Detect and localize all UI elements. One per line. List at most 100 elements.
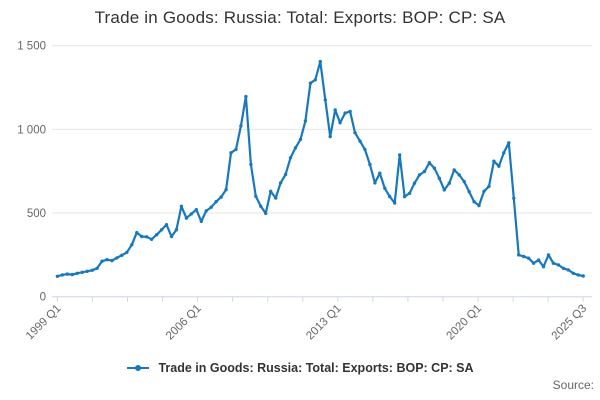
data-point[interactable] xyxy=(551,261,556,265)
data-point[interactable] xyxy=(497,164,501,168)
data-point[interactable] xyxy=(75,271,79,275)
legend-item[interactable]: Trade in Goods: Russia: Total: Exports: … xyxy=(126,361,474,375)
data-point[interactable] xyxy=(140,234,144,239)
data-point[interactable] xyxy=(95,266,99,270)
data-point[interactable] xyxy=(353,131,357,135)
data-point[interactable] xyxy=(531,261,536,265)
data-point[interactable] xyxy=(482,189,486,193)
data-point[interactable] xyxy=(541,265,546,269)
data-point[interactable] xyxy=(467,189,471,194)
data-point[interactable] xyxy=(189,212,193,216)
data-point[interactable] xyxy=(338,121,342,125)
data-point[interactable] xyxy=(522,254,526,259)
data-point[interactable] xyxy=(149,237,154,241)
data-point[interactable] xyxy=(507,141,511,145)
data-point[interactable] xyxy=(388,194,392,199)
data-point[interactable] xyxy=(90,268,94,272)
data-point[interactable] xyxy=(457,173,461,177)
data-point[interactable] xyxy=(318,59,322,64)
series-line[interactable] xyxy=(56,60,585,278)
data-point[interactable] xyxy=(447,181,451,185)
data-point[interactable] xyxy=(159,228,164,232)
data-point[interactable] xyxy=(274,196,278,200)
data-point[interactable] xyxy=(154,233,159,237)
data-point[interactable] xyxy=(115,256,119,260)
data-point[interactable] xyxy=(581,274,585,278)
data-point[interactable] xyxy=(517,253,521,257)
data-point[interactable] xyxy=(120,253,124,257)
data-point[interactable] xyxy=(402,194,407,199)
data-point[interactable] xyxy=(571,271,575,275)
data-point[interactable] xyxy=(452,168,456,172)
data-point[interactable] xyxy=(264,211,268,216)
data-point[interactable] xyxy=(130,243,134,247)
data-point[interactable] xyxy=(556,263,561,267)
data-point[interactable] xyxy=(80,270,84,274)
data-point[interactable] xyxy=(298,137,303,142)
data-point[interactable] xyxy=(328,134,332,139)
data-point[interactable] xyxy=(407,191,412,195)
data-point[interactable] xyxy=(254,194,258,198)
data-point[interactable] xyxy=(303,119,308,123)
data-point[interactable] xyxy=(229,151,233,155)
data-point[interactable] xyxy=(432,166,437,170)
data-point[interactable] xyxy=(576,273,580,277)
data-point[interactable] xyxy=(110,258,114,263)
data-point[interactable] xyxy=(308,81,313,85)
data-point[interactable] xyxy=(462,179,466,184)
data-point[interactable] xyxy=(288,156,293,160)
data-point[interactable] xyxy=(65,272,70,276)
data-point[interactable] xyxy=(378,171,382,175)
data-point[interactable] xyxy=(561,266,566,270)
data-point[interactable] xyxy=(145,235,149,239)
data-point[interactable] xyxy=(164,223,169,227)
data-point[interactable] xyxy=(135,230,139,235)
data-point[interactable] xyxy=(472,200,476,204)
data-point[interactable] xyxy=(199,219,203,224)
data-point[interactable] xyxy=(492,159,496,163)
data-point[interactable] xyxy=(219,195,223,199)
data-point[interactable] xyxy=(358,139,362,143)
data-point[interactable] xyxy=(209,205,213,209)
data-point[interactable] xyxy=(512,196,516,200)
data-point[interactable] xyxy=(179,204,184,208)
data-point[interactable] xyxy=(194,208,198,212)
data-point[interactable] xyxy=(313,78,317,82)
data-point[interactable] xyxy=(70,272,75,277)
data-point[interactable] xyxy=(363,147,367,152)
data-point[interactable] xyxy=(283,172,288,177)
data-point[interactable] xyxy=(333,108,337,112)
data-point[interactable] xyxy=(184,216,189,220)
data-point[interactable] xyxy=(125,250,129,255)
data-point[interactable] xyxy=(293,146,298,150)
data-point[interactable] xyxy=(249,162,253,167)
data-point[interactable] xyxy=(60,273,65,277)
data-point[interactable] xyxy=(412,181,417,185)
data-point[interactable] xyxy=(323,98,327,102)
data-point[interactable] xyxy=(487,184,491,188)
data-point[interactable] xyxy=(398,153,402,157)
data-point[interactable] xyxy=(174,228,179,232)
data-point[interactable] xyxy=(55,274,60,278)
data-point[interactable] xyxy=(546,253,551,257)
data-point[interactable] xyxy=(477,203,481,208)
data-point[interactable] xyxy=(85,269,89,273)
data-point[interactable] xyxy=(348,109,352,114)
data-point[interactable] xyxy=(239,124,243,128)
data-point[interactable] xyxy=(442,188,446,192)
data-point[interactable] xyxy=(373,181,377,185)
data-point[interactable] xyxy=(417,173,422,177)
data-point[interactable] xyxy=(224,187,228,192)
data-point[interactable] xyxy=(427,161,432,165)
data-point[interactable] xyxy=(393,201,397,205)
data-point[interactable] xyxy=(204,209,208,213)
data-point[interactable] xyxy=(214,200,218,204)
data-point[interactable] xyxy=(244,94,248,99)
data-point[interactable] xyxy=(502,151,506,155)
data-point[interactable] xyxy=(536,258,541,262)
data-point[interactable] xyxy=(383,186,387,190)
data-point[interactable] xyxy=(422,169,427,174)
data-point[interactable] xyxy=(566,268,570,272)
data-point[interactable] xyxy=(269,189,273,193)
data-point[interactable] xyxy=(169,234,174,239)
